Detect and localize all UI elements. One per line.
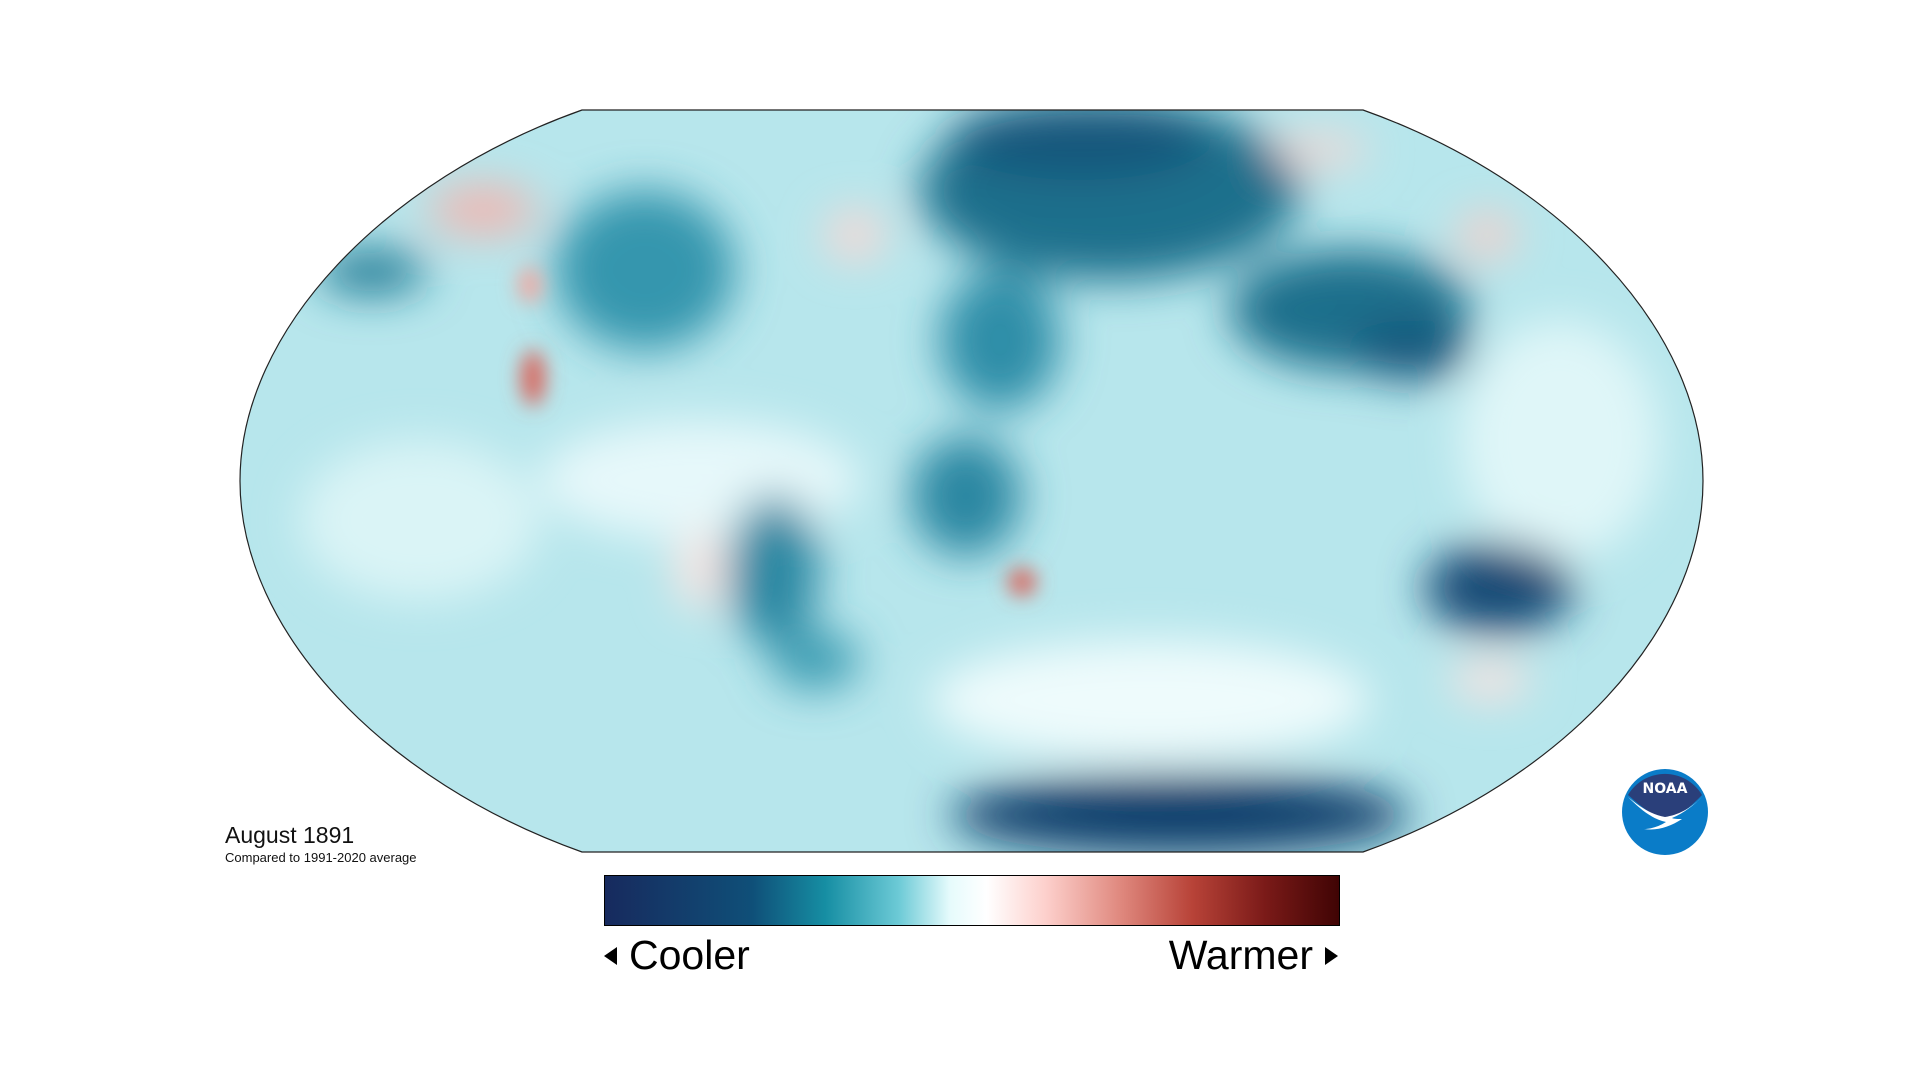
color-scale-bar	[604, 875, 1340, 926]
warmer-text: Warmer	[1168, 932, 1313, 978]
warmer-label: Warmer	[1169, 932, 1338, 979]
anomaly-field	[300, 110, 1660, 852]
map-title: August 1891	[225, 822, 355, 848]
triangle-right-icon	[1325, 946, 1338, 965]
triangle-left-icon	[604, 946, 617, 965]
cooler-text: Cooler	[629, 932, 750, 978]
map-subtitle: Compared to 1991-2020 average	[225, 850, 417, 865]
cooler-label: Cooler	[604, 932, 750, 979]
map-outline	[239, 109, 1704, 853]
noaa-logo: NOAA	[1622, 769, 1708, 855]
svg-text:NOAA: NOAA	[1643, 781, 1688, 797]
